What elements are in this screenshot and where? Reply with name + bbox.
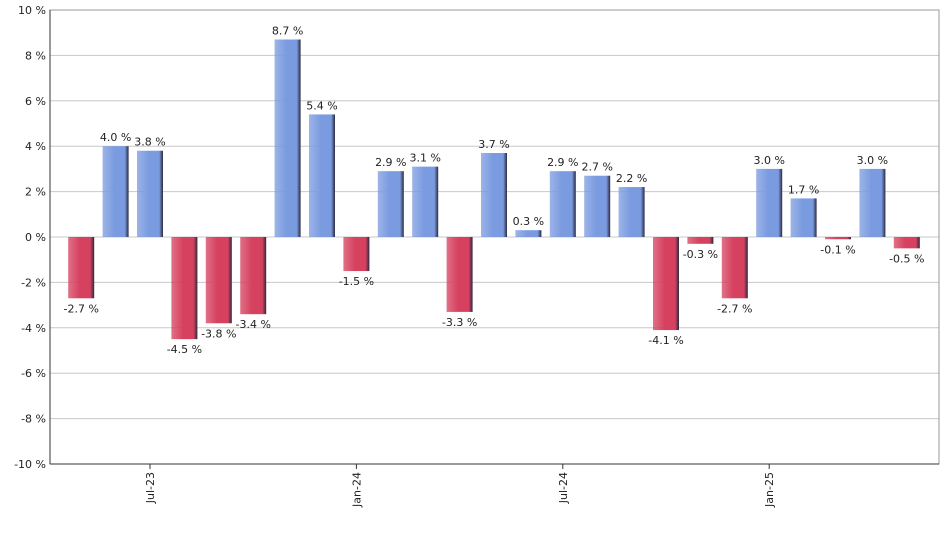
bar — [618, 187, 645, 237]
value-label: 2.7 % — [581, 161, 612, 174]
bar — [825, 237, 851, 240]
x-tick-label: Jan-25 — [763, 472, 776, 508]
bar — [653, 237, 679, 331]
value-label: -1.5 % — [339, 275, 374, 288]
x-tick-label: Jul-23 — [144, 472, 157, 504]
y-tick-label: 4 % — [25, 140, 46, 153]
bar — [584, 175, 611, 237]
bar — [412, 166, 439, 237]
value-label: 0.3 % — [513, 215, 544, 228]
bar — [343, 237, 370, 272]
value-label: 3.8 % — [134, 136, 165, 149]
bar — [377, 171, 404, 237]
bar — [309, 114, 335, 237]
value-label: -3.8 % — [201, 327, 236, 340]
bar — [790, 198, 817, 237]
value-label: -0.5 % — [889, 252, 924, 265]
bar — [68, 237, 95, 299]
value-label: 3.7 % — [478, 138, 509, 151]
value-label: -0.3 % — [683, 248, 718, 261]
value-label: 2.9 % — [547, 156, 578, 169]
bar — [274, 39, 301, 238]
value-label: -2.7 % — [717, 302, 752, 315]
value-label: -4.1 % — [648, 334, 683, 347]
value-label: 3.1 % — [409, 152, 440, 165]
bar — [240, 237, 267, 315]
x-tick-label: Jul-24 — [557, 472, 570, 504]
y-tick-label: -8 % — [21, 413, 46, 426]
value-label: -3.4 % — [235, 318, 270, 331]
value-label: -4.5 % — [167, 343, 202, 356]
value-label: 1.7 % — [788, 183, 819, 196]
y-tick-label: -4 % — [21, 322, 46, 335]
bar — [756, 168, 783, 237]
bar — [721, 237, 748, 299]
bar — [515, 230, 542, 237]
y-tick-label: 2 % — [25, 186, 46, 199]
value-label: 3.0 % — [753, 154, 784, 167]
bar — [205, 237, 232, 324]
bar — [859, 168, 886, 237]
value-label: -0.1 % — [820, 243, 855, 256]
bar — [893, 237, 920, 249]
value-label: 8.7 % — [272, 25, 303, 38]
value-label: 2.2 % — [616, 172, 647, 185]
bar — [102, 146, 129, 237]
y-tick-label: 8 % — [25, 49, 46, 62]
bar — [171, 237, 198, 340]
bar — [137, 150, 163, 237]
y-tick-label: -10 % — [14, 458, 46, 471]
x-tick-label: Jan-24 — [350, 472, 363, 508]
bar — [549, 171, 576, 237]
y-tick-label: -2 % — [21, 276, 46, 289]
y-tick-label: 0 % — [25, 231, 46, 244]
bar — [481, 153, 507, 237]
value-label: 4.0 % — [100, 131, 131, 144]
value-label: -2.7 % — [63, 302, 98, 315]
value-label: 2.9 % — [375, 156, 406, 169]
value-label: 5.4 % — [306, 99, 337, 112]
y-tick-label: -6 % — [21, 367, 46, 380]
bar — [446, 237, 473, 312]
y-tick-label: 6 % — [25, 95, 46, 108]
bar — [687, 237, 714, 244]
y-tick-label: 10 % — [18, 4, 46, 17]
value-label: -3.3 % — [442, 316, 477, 329]
value-label: 3.0 % — [857, 154, 888, 167]
